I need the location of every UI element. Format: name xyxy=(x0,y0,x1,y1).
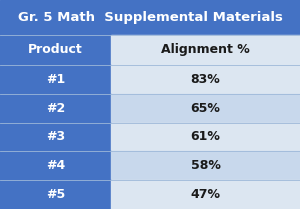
Text: 61%: 61% xyxy=(190,130,220,144)
Bar xyxy=(0,0,300,35)
Text: #4: #4 xyxy=(46,159,65,172)
Text: 65%: 65% xyxy=(190,102,220,115)
Text: #3: #3 xyxy=(46,130,65,144)
Text: #1: #1 xyxy=(46,73,65,86)
Bar xyxy=(0,123,111,151)
Bar xyxy=(0,65,111,94)
Text: #5: #5 xyxy=(46,188,65,201)
Bar xyxy=(0,180,111,209)
Text: #2: #2 xyxy=(46,102,65,115)
Text: Gr. 5 Math  Supplemental Materials: Gr. 5 Math Supplemental Materials xyxy=(18,11,282,24)
Bar xyxy=(111,65,300,94)
Text: 83%: 83% xyxy=(190,73,220,86)
Bar xyxy=(0,151,111,180)
Bar xyxy=(111,94,300,123)
Bar xyxy=(111,35,300,65)
Bar xyxy=(111,123,300,151)
Text: Alignment %: Alignment % xyxy=(161,43,250,56)
Bar xyxy=(0,35,111,65)
Bar xyxy=(111,151,300,180)
Text: 47%: 47% xyxy=(190,188,220,201)
Bar xyxy=(0,94,111,123)
Text: 58%: 58% xyxy=(190,159,220,172)
Bar xyxy=(111,180,300,209)
Text: Product: Product xyxy=(28,43,83,56)
